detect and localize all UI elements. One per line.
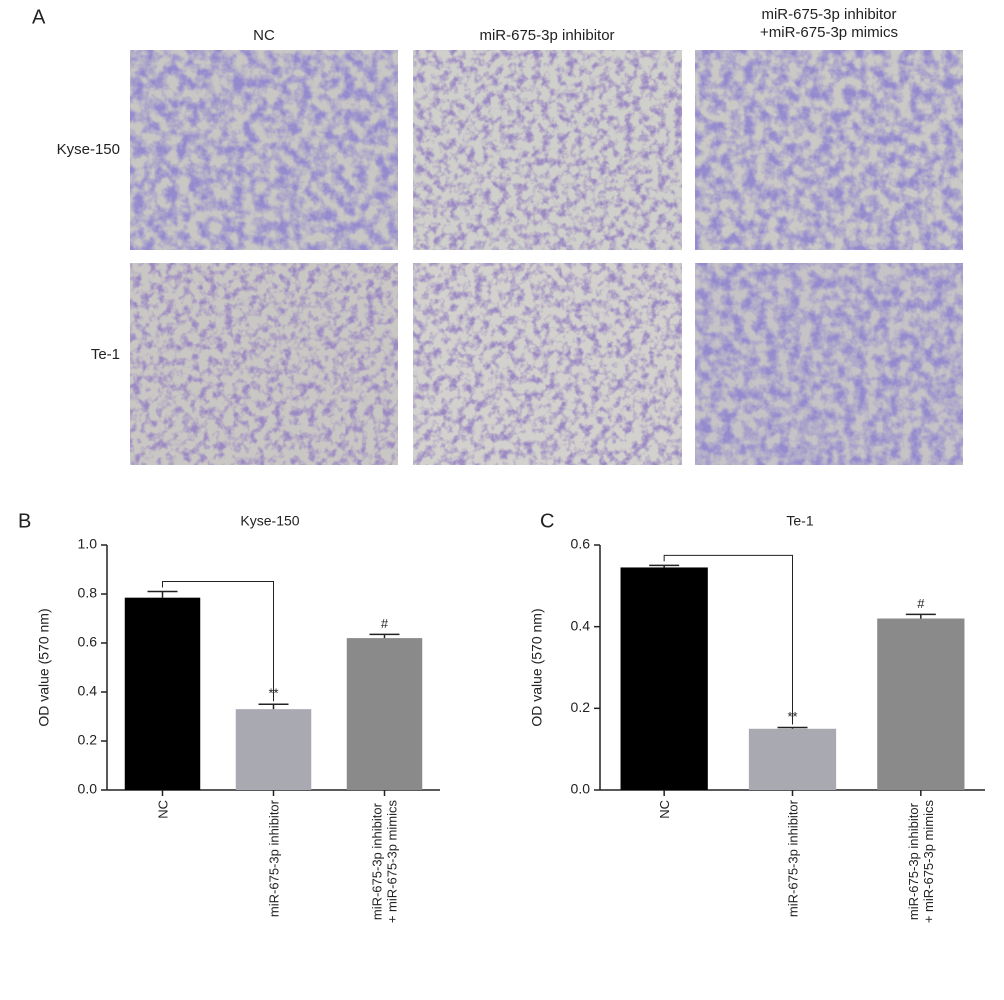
bar xyxy=(877,618,965,790)
x-tick-label-box: miR-675-3p inhibitor + miR-675-3p mimics xyxy=(905,800,936,924)
column-label-box: miR-675-3p inhibitor +miR-675-3p mimics xyxy=(760,6,898,41)
panel-label: C xyxy=(540,510,554,532)
panel-label: A xyxy=(32,6,46,28)
x-tick-label: NC xyxy=(155,800,170,819)
x-tick-label-box: miR-675-3p inhibitor xyxy=(266,800,281,918)
bar xyxy=(235,709,312,790)
column-label: NC xyxy=(253,27,275,44)
x-tick-label: miR-675-3p inhibitor xyxy=(266,800,281,918)
bar xyxy=(124,597,201,790)
x-tick-label: miR-675-3p inhibitor + miR-675-3p mimics xyxy=(905,800,936,924)
micrograph xyxy=(130,50,398,250)
significance-label: # xyxy=(381,616,389,631)
micrograph xyxy=(130,263,398,465)
x-tick-label: miR-675-3p inhibitor + miR-675-3p mimics xyxy=(369,800,400,924)
micrograph xyxy=(695,263,963,465)
y-axis-label: OD value (570 nm) xyxy=(36,608,52,726)
chart-title: Kyse-150 xyxy=(240,513,299,529)
y-tick-label: 1.0 xyxy=(78,536,98,552)
y-tick-label: 0.6 xyxy=(571,536,591,552)
panel-label: B xyxy=(18,510,31,532)
significance-bracket xyxy=(162,581,274,702)
micrograph xyxy=(695,50,963,250)
y-axis-label: OD value (570 nm) xyxy=(529,608,545,726)
y-tick-label: 0.4 xyxy=(571,617,591,633)
row-label: Te-1 xyxy=(91,346,120,363)
column-label: miR-675-3p inhibitor xyxy=(479,27,614,44)
x-tick-label: NC xyxy=(656,800,672,819)
chart-title: Te-1 xyxy=(786,513,813,529)
x-tick-label: miR-675-3p inhibitor xyxy=(785,800,800,918)
x-tick-label-box: miR-675-3p inhibitor + miR-675-3p mimics xyxy=(369,800,400,924)
micrographs xyxy=(130,50,963,465)
significance-bracket xyxy=(663,554,793,725)
significance-label: # xyxy=(917,596,925,611)
y-tick-label: 0.0 xyxy=(571,781,591,797)
y-tick-label: 0.4 xyxy=(78,683,98,699)
bar xyxy=(620,567,708,790)
y-tick-label: 0.2 xyxy=(78,732,98,748)
y-tick-label: 0.8 xyxy=(78,585,98,601)
bar xyxy=(748,728,837,790)
x-tick-label-box: NC xyxy=(656,800,672,819)
y-tick-label: 0.6 xyxy=(78,634,98,650)
y-tick-label: 0.2 xyxy=(571,699,591,715)
micrograph xyxy=(413,263,682,465)
x-tick-label-box: miR-675-3p inhibitor xyxy=(785,800,800,918)
y-tick-label: 0.0 xyxy=(78,781,98,797)
x-tick-label-box: NC xyxy=(155,800,170,819)
row-label: Kyse-150 xyxy=(57,141,120,158)
column-label: miR-675-3p inhibitor +miR-675-3p mimics xyxy=(760,6,898,41)
bar xyxy=(346,638,423,790)
micrograph xyxy=(413,50,682,250)
